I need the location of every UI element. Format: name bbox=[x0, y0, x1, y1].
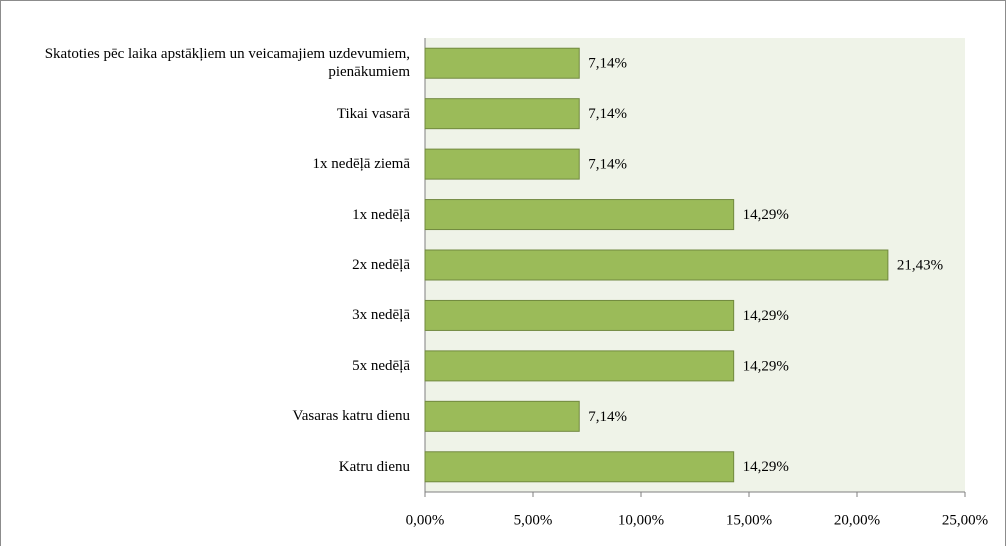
value-label: 7,14% bbox=[588, 409, 627, 425]
x-tick-label: 0,00% bbox=[406, 512, 445, 528]
y-tick-label: Katru dienu bbox=[338, 458, 410, 475]
bar bbox=[424, 350, 735, 382]
value-label: 7,14% bbox=[588, 157, 627, 173]
y-tick-label: Tikai vasarā bbox=[336, 105, 410, 122]
bar bbox=[424, 299, 735, 331]
y-tick-label: Skatoties pēc laika apstākļiem un veicam… bbox=[44, 46, 410, 81]
value-label: 7,14% bbox=[588, 106, 627, 122]
bar bbox=[424, 400, 580, 432]
x-tick-label: 10,00% bbox=[618, 512, 664, 528]
x-tick-label: 20,00% bbox=[834, 512, 880, 528]
bar bbox=[424, 199, 735, 231]
bar bbox=[424, 451, 735, 483]
value-label: 21,43% bbox=[897, 257, 943, 273]
value-label: 14,29% bbox=[743, 308, 789, 324]
y-tick-label: 5x nedēļā bbox=[352, 357, 410, 374]
y-tick-label: 1x nedēļā ziemā bbox=[312, 156, 410, 173]
bar bbox=[424, 47, 580, 79]
value-label: 14,29% bbox=[743, 207, 789, 223]
y-tick-label: 3x nedēļā bbox=[352, 307, 410, 324]
x-tick-label: 5,00% bbox=[514, 512, 553, 528]
x-tick-label: 15,00% bbox=[726, 512, 772, 528]
bar bbox=[424, 249, 889, 281]
bar bbox=[424, 148, 580, 180]
value-label: 14,29% bbox=[743, 459, 789, 475]
x-tick-label: 25,00% bbox=[942, 512, 988, 528]
value-label: 7,14% bbox=[588, 56, 627, 72]
y-tick-label: 2x nedēļā bbox=[352, 257, 410, 273]
value-label: 14,29% bbox=[743, 358, 789, 374]
y-tick-label: 1x nedēļā bbox=[352, 206, 410, 223]
bar bbox=[424, 98, 580, 130]
y-tick-label: Vasaras katru dienu bbox=[292, 408, 410, 425]
